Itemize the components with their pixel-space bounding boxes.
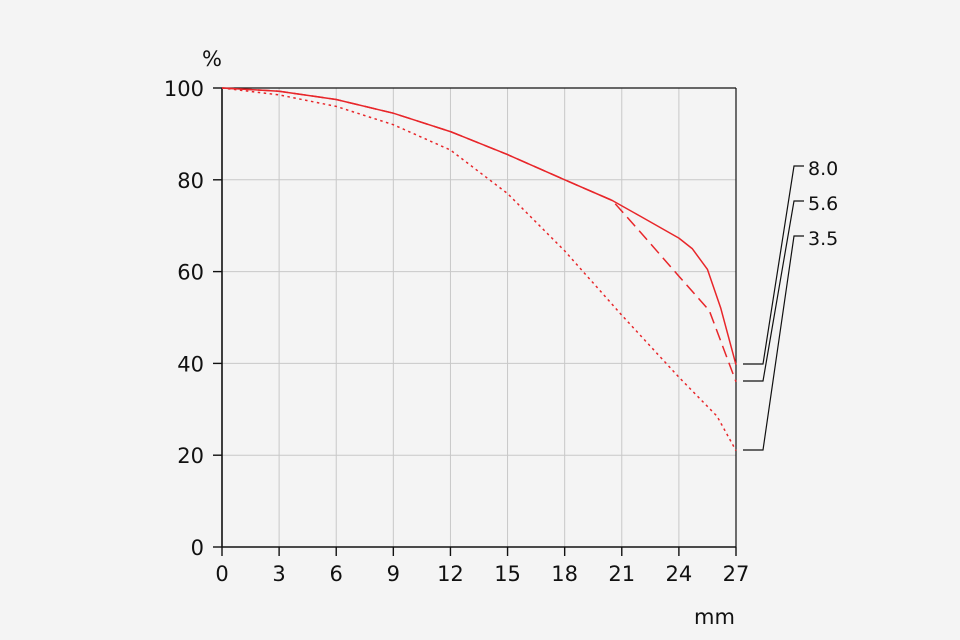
x-unit-label: mm	[694, 605, 735, 629]
tick-labels: 0 3 6 9 12 15 18 21 24 27 0 20 40 60 80 100	[164, 77, 749, 586]
x-tick-label: 24	[666, 562, 693, 586]
y-tick-label: 100	[164, 77, 204, 101]
legend: 8.0 5.6 3.5	[743, 158, 838, 451]
series-line-8-0	[221, 87, 737, 365]
y-tick-label: 80	[177, 169, 204, 193]
y-tick-label: 60	[177, 261, 204, 285]
x-tick-label: 15	[494, 562, 521, 586]
x-tick-label: 18	[551, 562, 578, 586]
x-tick-label: 9	[387, 562, 400, 586]
x-tick-label: 0	[215, 562, 228, 586]
axes	[213, 87, 737, 556]
legend-label-5-6: 5.6	[808, 193, 838, 215]
y-tick-label: 40	[177, 352, 204, 376]
legend-label-3-5: 3.5	[808, 228, 838, 250]
legend-leader-5-6	[743, 200, 804, 382]
series-line-5-6	[221, 87, 737, 383]
series-lines	[221, 87, 737, 451]
x-tick-label: 6	[330, 562, 343, 586]
legend-leader-3-5	[743, 235, 804, 451]
legend-leader-8-0	[743, 165, 804, 365]
y-tick-label: 0	[191, 536, 204, 560]
y-tick-label: 20	[177, 444, 204, 468]
series-line-3-5	[221, 87, 737, 451]
x-tick-label: 21	[608, 562, 635, 586]
grid	[222, 88, 736, 547]
x-tick-label: 27	[723, 562, 750, 586]
x-tick-label: 3	[272, 562, 285, 586]
y-unit-label: %	[202, 47, 222, 71]
x-tick-label: 12	[437, 562, 464, 586]
legend-label-8-0: 8.0	[808, 158, 838, 180]
